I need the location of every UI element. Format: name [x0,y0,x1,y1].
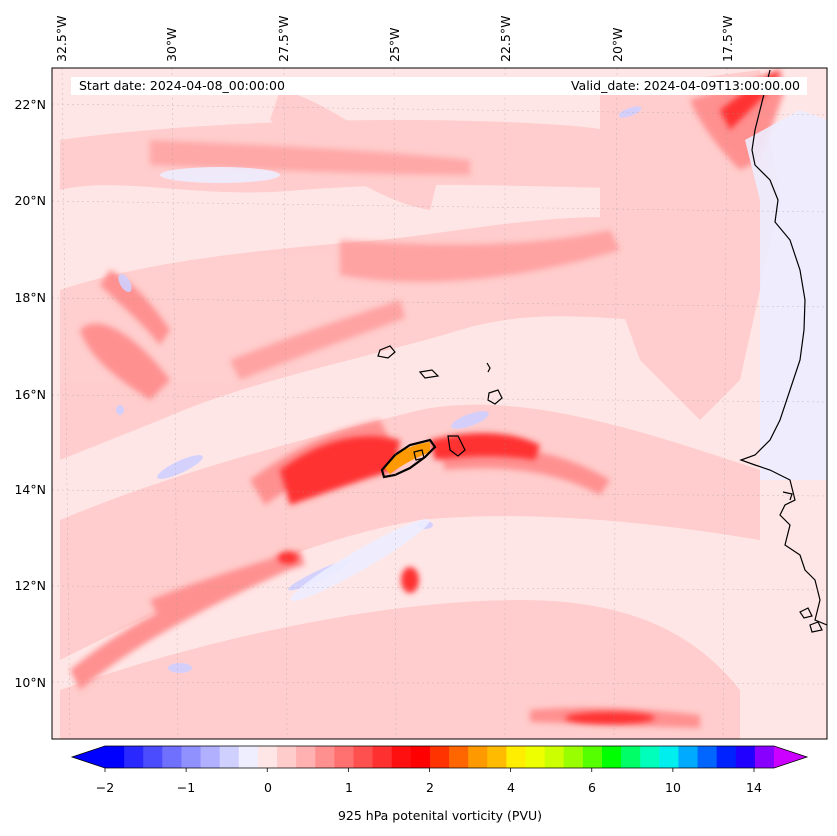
lon-label-27-5w: 27.5°W [276,15,291,62]
colorbar-cell [353,746,374,768]
lat-label-22n: 22°N [14,97,46,112]
lon-label-17-5w: 17.5°W [720,15,735,62]
valid-date: Valid_date: 2024-04-09T13:00:00.00 [570,78,800,93]
colorbar-cell [372,746,393,768]
colorbar-cell [429,746,450,768]
gridlines [52,68,827,739]
colorbar-tick-label: 4 [507,780,515,795]
colorbar-cell [487,746,507,768]
colorbar-cell [334,746,354,768]
colorbar-cell [468,746,488,768]
colorbar-cell [238,746,259,768]
colorbar-cell [124,746,144,768]
colorbar-cell [697,746,718,768]
colorbar-cells [105,746,775,768]
colorbar-tick-label: −2 [95,780,115,795]
lat-label-20n: 20°N [14,193,46,208]
lon-label-32-5w: 32.5°W [54,15,69,62]
pv-zero-patches [160,110,827,601]
lat-label-10n: 10°N [14,675,46,690]
colorbar-cell [525,746,546,768]
colorbar-extend-low [72,746,105,768]
colorbar-title: 925 hPa potenital vorticity (PVU) [337,808,543,823]
colorbar-cell [277,746,297,768]
colorbar-cell [105,746,125,768]
colorbar-ticks [104,768,755,772]
map-frame [51,67,828,740]
colorbar-cell [143,746,163,768]
colorbar-tick-label: 6 [588,780,596,795]
lon-label-25w: 25°W [387,27,402,62]
lat-label-16n: 16°N [14,387,46,402]
colorbar-cell [181,746,202,768]
lat-label-18n: 18°N [14,290,46,305]
colorbar-extend-high [774,746,807,768]
colorbar-tick-label: 0 [264,780,272,795]
colorbar-cell [544,746,565,768]
start-date: Start date: 2024-04-08_00:00:00 [79,78,285,93]
lat-label-14n: 14°N [14,482,46,497]
colorbar-cell [200,746,221,768]
colorbar-cell [449,746,469,768]
lon-label-22-5w: 22.5°W [498,15,513,62]
colorbar-cell [659,746,679,768]
colorbar-cell [315,746,335,768]
colorbar-cell [391,746,412,768]
colorbar-cell [678,746,699,768]
colorbar-cell [506,746,527,768]
colorbar-cell [563,746,584,768]
colorbar-cell [162,746,182,768]
colorbar-cell [257,746,278,768]
colorbar-cell [735,746,756,768]
colorbar-cell [621,746,641,768]
colorbar-cell [410,746,431,768]
lon-label-30w: 30°W [164,27,179,62]
date-info-bar: Start date: 2024-04-08_00:00:00 Valid_da… [71,77,807,95]
colorbar-tick-label: 14 [746,780,762,795]
pv-peak [385,442,430,474]
pv-field [52,68,827,739]
colorbar-tick-label: 2 [426,780,434,795]
colorbar-cell [716,746,737,768]
colorbar-tick-label: −1 [176,780,196,795]
colorbar-cell [754,746,775,768]
colorbar-cell [582,746,603,768]
colorbar-tick-label: 1 [345,780,353,795]
coastlines [377,69,827,633]
colorbar-tick-label: 10 [665,780,681,795]
colorbar-cell [601,746,622,768]
lon-label-20w: 20°W [610,27,625,62]
lat-label-12n: 12°N [14,578,46,593]
colorbar-cell [640,746,660,768]
colorbar-cell [296,746,316,768]
colorbar [70,745,809,772]
colorbar-cell [219,746,240,768]
